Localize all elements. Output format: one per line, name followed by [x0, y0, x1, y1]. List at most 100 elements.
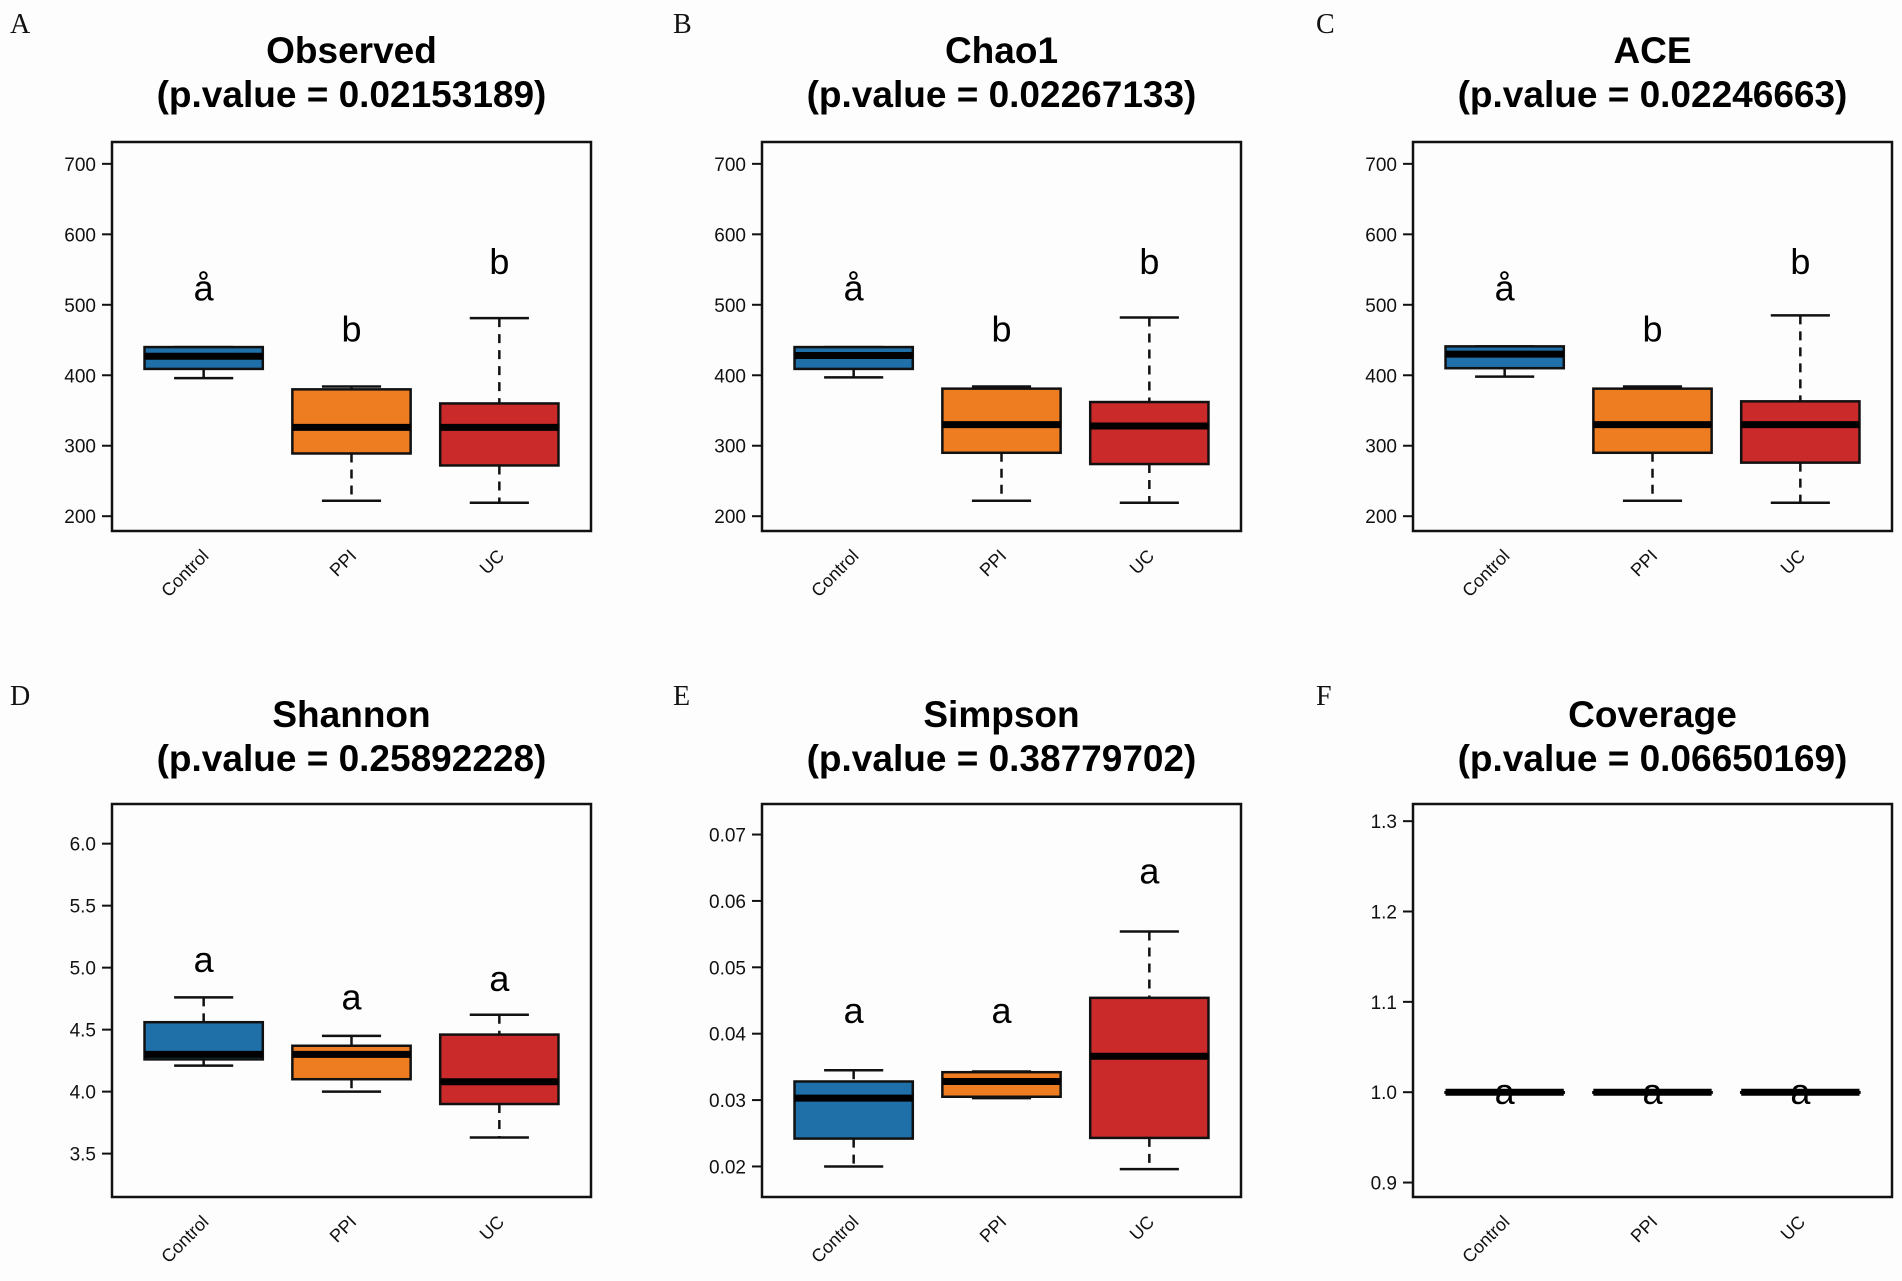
box-uc: a	[438, 958, 560, 1139]
plot-frame	[760, 140, 1243, 533]
y-tick-label: 1.3	[1371, 812, 1397, 833]
group-letter: å	[1495, 268, 1516, 309]
box-ppi: b	[291, 308, 412, 502]
y-tick-label: 300	[64, 437, 96, 458]
plot-frame	[1411, 140, 1894, 533]
x-tick-label: Control	[157, 546, 212, 601]
x-tick-label: PPI	[326, 546, 361, 581]
panel-b: B Chao1(p.value = 0.02267133) 200 300 400 500…	[673, 9, 1243, 601]
y-tick-label: 5.0	[70, 959, 96, 980]
y-tick-label: 200	[714, 507, 746, 528]
group-letter: b	[991, 308, 1011, 349]
plot-frame	[1411, 802, 1894, 1199]
chart-title: Shannon	[272, 694, 430, 735]
group-letter: a	[1495, 1071, 1516, 1112]
box-control: å	[143, 268, 265, 380]
y-tick-label: 0.02	[709, 1157, 746, 1178]
box-iqr	[1088, 400, 1210, 466]
chart-subtitle: (p.value = 0.25892228)	[157, 738, 547, 779]
group-letter: å	[194, 268, 215, 309]
panel-a: A Observed(p.value = 0.02153189) 200 300 400…	[10, 9, 593, 601]
box-uc: b	[1739, 241, 1861, 505]
y-tick-label: 200	[1365, 507, 1397, 528]
box-ppi: b	[1592, 308, 1713, 502]
group-letter: b	[1642, 308, 1662, 349]
chart-subtitle: (p.value = 0.02153189)	[157, 74, 547, 115]
y-tick-label: 300	[714, 437, 746, 458]
x-tick-label: UC	[476, 546, 509, 579]
group-letter: b	[489, 241, 509, 282]
panel-label: B	[673, 9, 692, 40]
y-tick-label: 600	[714, 225, 746, 246]
x-tick-label: PPI	[1627, 1212, 1662, 1247]
group-letter: a	[991, 990, 1012, 1031]
panel-f: F Coverage(p.value = 0.06650169) 0.9 1.0 1.1…	[1316, 681, 1894, 1267]
y-tick-label: 500	[714, 296, 746, 317]
panel-e: E Simpson(p.value = 0.38779702) 0.02 0.03 0.…	[673, 681, 1243, 1267]
group-letter: a	[1790, 1071, 1811, 1112]
box-control: a	[143, 939, 265, 1067]
y-tick-label: 0.04	[709, 1025, 746, 1046]
x-tick-label: PPI	[976, 1212, 1011, 1247]
panel-label: E	[673, 681, 690, 712]
group-letter: a	[194, 939, 215, 980]
box-iqr	[1739, 400, 1861, 464]
chart-title: Coverage	[1568, 694, 1737, 735]
plot-frame	[110, 140, 593, 533]
y-tick-label: 700	[1365, 155, 1397, 176]
box-ppi: a	[1592, 1071, 1713, 1112]
y-tick-label: 0.05	[709, 958, 746, 979]
chart-subtitle: (p.value = 0.02267133)	[807, 74, 1197, 115]
x-tick-label: UC	[1777, 546, 1810, 579]
y-tick-label: 4.0	[70, 1083, 96, 1104]
box-control: å	[793, 268, 915, 379]
x-tick-label: UC	[1777, 1212, 1810, 1245]
panel-label: C	[1316, 9, 1335, 40]
box-iqr	[941, 387, 1062, 455]
x-tick-label: PPI	[1627, 546, 1662, 581]
box-control: a	[793, 990, 915, 1168]
group-letter: a	[1139, 851, 1160, 892]
y-tick-label: 600	[1365, 225, 1397, 246]
box-uc: a	[1739, 1071, 1861, 1112]
y-tick-label: 3.5	[70, 1145, 96, 1166]
chart-title: ACE	[1613, 30, 1691, 71]
x-tick-label: Control	[1458, 1212, 1513, 1267]
y-tick-label: 1.0	[1371, 1083, 1397, 1104]
y-tick-label: 0.9	[1371, 1174, 1397, 1195]
x-tick-label: Control	[1458, 546, 1513, 601]
x-tick-label: UC	[476, 1212, 509, 1245]
x-tick-label: PPI	[326, 1212, 361, 1247]
chart-subtitle: (p.value = 0.06650169)	[1458, 738, 1848, 779]
chart-title: Chao1	[945, 30, 1058, 71]
x-tick-label: PPI	[976, 546, 1011, 581]
box-iqr	[1088, 996, 1210, 1140]
panel-label: F	[1316, 681, 1332, 712]
y-tick-label: 0.07	[709, 826, 746, 847]
panel-label: A	[10, 9, 31, 40]
x-tick-label: Control	[807, 1212, 862, 1267]
y-tick-label: 400	[1365, 366, 1397, 387]
y-tick-label: 5.5	[70, 897, 96, 918]
box-ppi: b	[941, 308, 1062, 502]
box-iqr	[438, 402, 560, 467]
box-uc: b	[438, 241, 560, 505]
group-letter: b	[1139, 241, 1159, 282]
group-letter: å	[844, 268, 865, 309]
group-letter: b	[341, 308, 361, 349]
y-tick-label: 0.03	[709, 1091, 746, 1112]
box-iqr	[793, 1080, 915, 1140]
chart-title: Observed	[266, 30, 437, 71]
group-letter: a	[341, 976, 362, 1017]
box-iqr	[1592, 387, 1713, 455]
y-tick-label: 1.2	[1371, 903, 1397, 924]
chart-subtitle: (p.value = 0.38779702)	[807, 738, 1197, 779]
x-tick-label: UC	[1126, 1212, 1159, 1245]
y-tick-label: 600	[64, 225, 96, 246]
box-control: a	[1444, 1071, 1566, 1112]
panel-c: C ACE(p.value = 0.02246663) 200 300 400 500 60…	[1316, 9, 1894, 601]
x-tick-label: Control	[807, 546, 862, 601]
box-iqr	[291, 1044, 412, 1081]
plot-frame	[110, 802, 593, 1199]
